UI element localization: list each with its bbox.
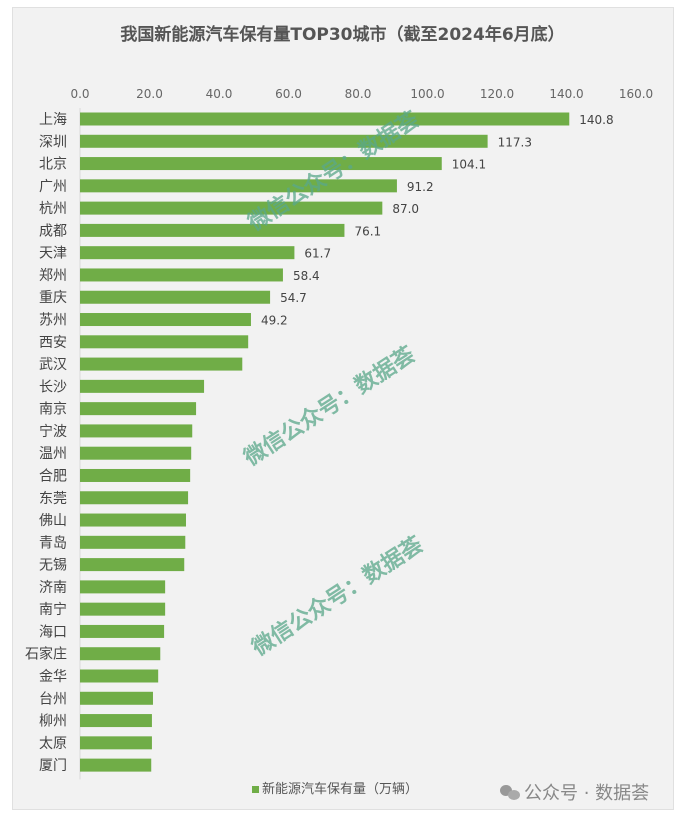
category-label: 青岛 [39, 535, 67, 551]
bar [80, 424, 193, 438]
bar [80, 246, 295, 260]
category-label: 苏州 [39, 313, 67, 329]
category-label: 台州 [39, 691, 67, 707]
x-tick-label: 20.0 [136, 87, 163, 101]
category-label: 温州 [39, 446, 67, 462]
x-tick-label: 140.0 [549, 87, 583, 101]
bar [80, 647, 161, 661]
bar [80, 758, 152, 772]
bar [80, 357, 243, 371]
data-label: 87.0 [392, 202, 419, 216]
x-tick-label: 40.0 [206, 87, 233, 101]
data-label: 49.2 [261, 314, 288, 328]
x-tick-label: 100.0 [410, 87, 444, 101]
category-label: 佛山 [39, 513, 67, 529]
data-label: 117.3 [498, 135, 532, 149]
category-label: 广州 [39, 179, 67, 195]
x-tick-label: 60.0 [275, 87, 302, 101]
wechat-icon [500, 785, 520, 801]
bar [80, 379, 205, 393]
bar [80, 736, 152, 750]
category-label: 武汉 [39, 357, 67, 373]
bar [80, 335, 249, 349]
bar [80, 468, 191, 482]
bar [80, 402, 197, 416]
bar [80, 535, 186, 549]
category-label: 天津 [39, 246, 67, 262]
bar [80, 112, 570, 126]
x-tick-label: 0.0 [70, 87, 89, 101]
category-label: 金华 [39, 669, 67, 685]
bar [80, 580, 166, 594]
category-label: 合肥 [39, 468, 67, 484]
data-label: 58.4 [293, 269, 320, 283]
category-label: 柳州 [39, 713, 67, 730]
category-label: 北京 [39, 157, 67, 173]
data-label: 54.7 [280, 291, 307, 305]
category-label: 济南 [39, 580, 67, 596]
data-label: 140.8 [579, 113, 613, 127]
category-label: 无锡 [39, 558, 67, 574]
data-label: 61.7 [304, 247, 331, 261]
category-label: 厦门 [39, 758, 67, 774]
data-label: 91.2 [407, 180, 434, 194]
bar [80, 223, 345, 237]
category-label: 长沙 [39, 379, 67, 395]
category-label: 郑州 [39, 268, 67, 284]
category-label: 南宁 [39, 601, 67, 618]
x-tick-label: 160.0 [619, 87, 653, 101]
category-label: 重庆 [39, 290, 67, 306]
bar [80, 624, 165, 638]
bar [80, 157, 442, 171]
bar [80, 446, 192, 460]
bar [80, 602, 166, 616]
data-label: 104.1 [452, 158, 486, 172]
chart-title: 我国新能源汽车保有量TOP30城市（截至2024年6月底） [120, 25, 565, 45]
category-label: 宁波 [39, 423, 67, 440]
bar [80, 714, 152, 728]
category-label: 成都 [39, 223, 67, 239]
category-label: 海口 [39, 624, 67, 640]
bar [80, 313, 251, 327]
category-label: 石家庄 [25, 646, 67, 663]
category-label: 深圳 [39, 134, 67, 150]
bar [80, 691, 153, 705]
x-tick-label: 120.0 [480, 87, 514, 101]
bar [80, 558, 185, 572]
category-label: 杭州 [39, 201, 67, 217]
bar [80, 268, 283, 282]
category-label: 西安 [39, 335, 67, 351]
x-tick-label: 80.0 [345, 87, 372, 101]
brand-text: 公众号 · 数据荟 [524, 783, 650, 804]
category-label: 南京 [39, 402, 67, 418]
category-label: 上海 [39, 112, 67, 128]
bar [80, 491, 189, 505]
data-label: 76.1 [354, 224, 381, 238]
bar [80, 669, 159, 683]
bar [80, 134, 488, 148]
brand: 公众号 · 数据荟 [500, 779, 649, 805]
legend-label: 新能源汽车保有量（万辆） [262, 782, 419, 797]
legend: 新能源汽车保有量（万辆） [252, 778, 418, 797]
category-label: 太原 [39, 736, 67, 752]
bar [80, 201, 383, 215]
category-label: 东莞 [39, 491, 67, 507]
bar [80, 290, 271, 304]
bar [80, 179, 397, 193]
bar [80, 513, 186, 527]
legend-swatch [252, 786, 259, 793]
